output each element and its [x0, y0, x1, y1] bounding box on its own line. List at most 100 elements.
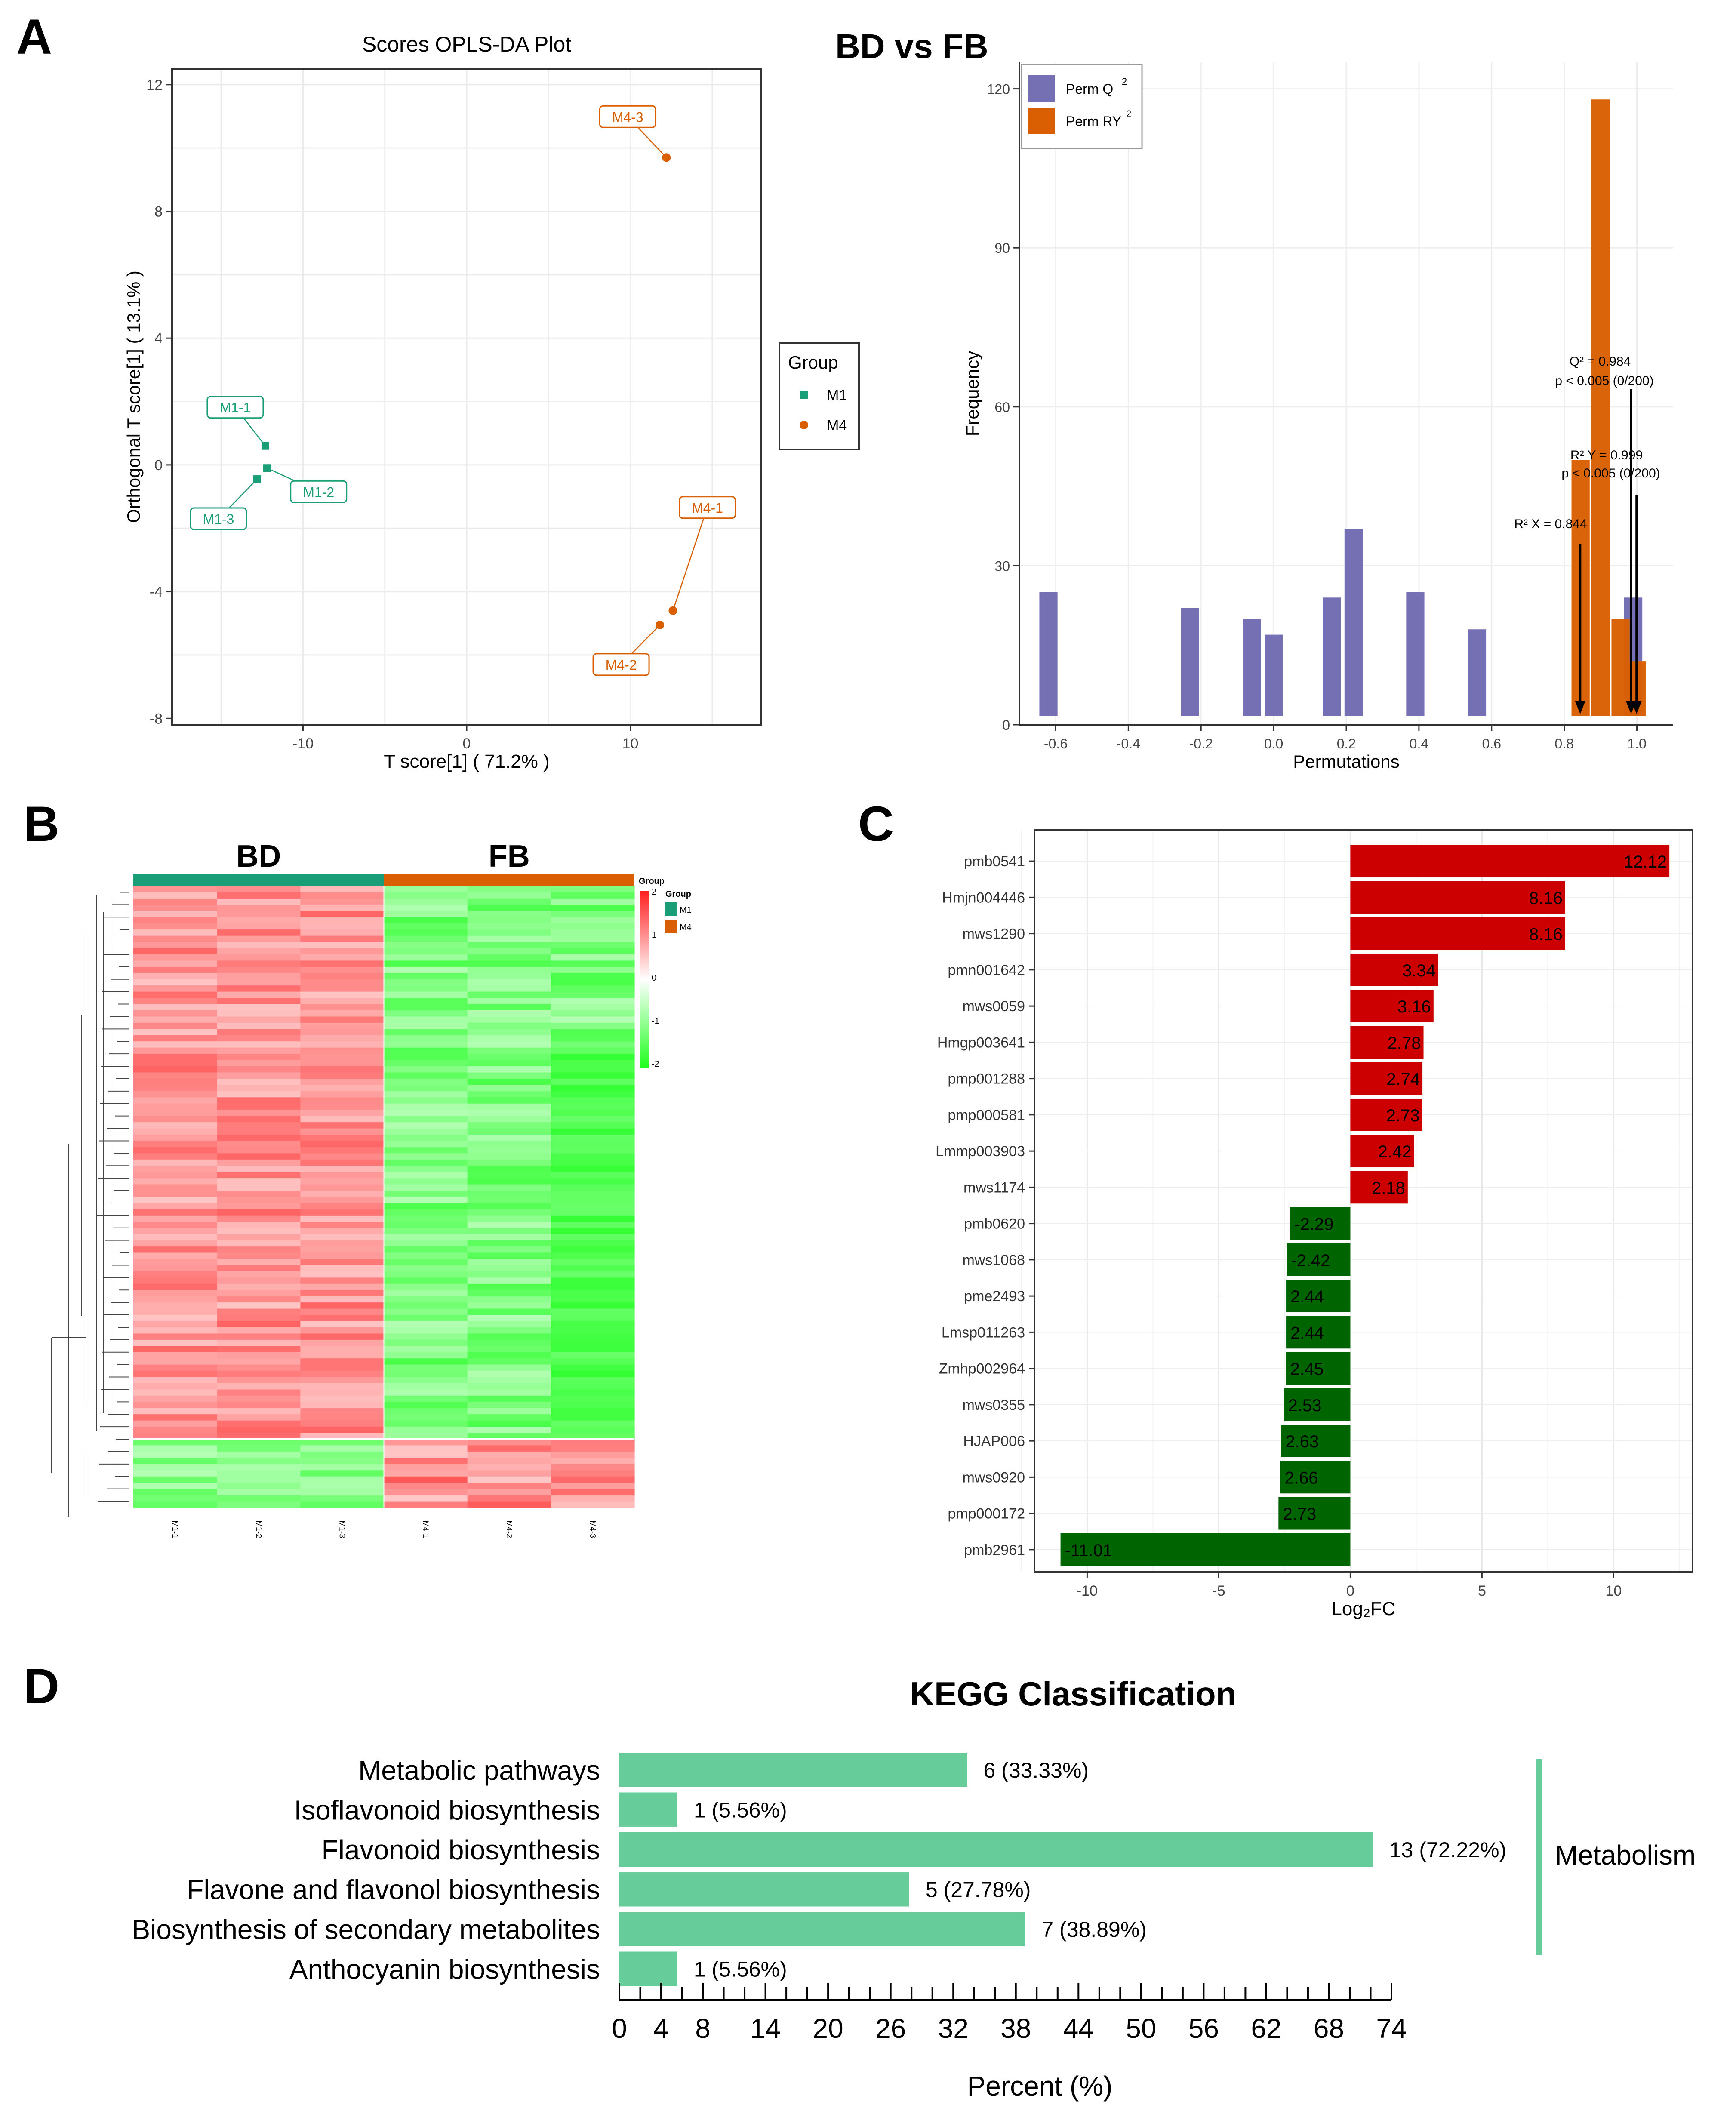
heatmap-cell — [217, 1072, 301, 1079]
log2fc-value-label: 2.73 — [1386, 1106, 1420, 1125]
heatmap-cell — [133, 1283, 217, 1290]
y-tick-label: 8 — [154, 204, 163, 220]
perm-bar-q2 — [1265, 634, 1283, 716]
heatmap-cell — [217, 1483, 301, 1489]
heatmap-cell — [133, 1085, 217, 1092]
heatmap-cell — [467, 1159, 551, 1166]
heatmap-cell — [133, 1489, 217, 1496]
heatmap-cell — [217, 1184, 301, 1191]
heatmap-cell — [133, 935, 217, 942]
log2fc-category-label: mws0059 — [962, 998, 1025, 1015]
heatmap-cell — [384, 1159, 468, 1166]
heatmap-cell — [300, 1135, 385, 1142]
log2fc-bar-HJAP006 — [1281, 1425, 1351, 1458]
log2fc-bar-mws0355 — [1284, 1388, 1351, 1421]
point-label-box — [599, 105, 656, 128]
heatmap-cell — [467, 1191, 551, 1197]
heatmap-cell — [133, 1016, 217, 1023]
heatmap-cell — [384, 960, 468, 967]
heatmap-cell — [384, 1228, 468, 1234]
heatmap-cell — [467, 954, 551, 961]
panel-label-d: D — [24, 1659, 59, 1714]
panel-label-a: A — [16, 9, 52, 65]
log2fc-value-label: 2.18 — [1372, 1179, 1405, 1197]
heatmap-cell — [300, 905, 385, 911]
heatmap-cell — [217, 892, 301, 899]
heatmap-cell — [467, 1222, 551, 1228]
heatmap-cell — [467, 1327, 551, 1334]
heatmap-cell — [467, 1389, 551, 1396]
heatmap-cell — [551, 1047, 635, 1054]
heatmap-cell — [217, 886, 301, 893]
heatmap-cell — [133, 1091, 217, 1098]
perm-xlabel: Permutations — [1293, 751, 1399, 772]
heatmap-cell — [300, 1122, 385, 1129]
heatmap-cell — [133, 917, 217, 924]
point-label-box — [592, 653, 650, 676]
log2fc-category-label: mws1068 — [962, 1252, 1025, 1268]
kegg-value-label: 1 (5.56%) — [694, 1957, 787, 1982]
heatmap-cell — [133, 1159, 217, 1166]
heatmap-cell — [133, 1222, 217, 1228]
point-M1-1 — [261, 442, 269, 450]
heatmap-cell — [300, 1215, 385, 1222]
heatmap-cell — [217, 1191, 301, 1197]
heatmap-cell — [551, 1153, 635, 1160]
heatmap-scale-tick: 0 — [652, 973, 656, 983]
heatmap-cell — [467, 1271, 551, 1278]
heatmap-cell — [467, 966, 551, 973]
log2fc-category-label: mws0920 — [962, 1469, 1025, 1486]
heatmap-cell — [133, 1433, 217, 1440]
heatmap-cell — [384, 935, 468, 942]
heatmap-cell — [384, 1041, 468, 1048]
log2fc-bar-pmp001288 — [1350, 1062, 1423, 1095]
heatmap-cell — [300, 917, 385, 924]
point-label-box — [190, 507, 247, 530]
heatmap-cell — [300, 1464, 385, 1471]
heatmap-cell — [217, 1302, 301, 1309]
heatmap-cell — [300, 1197, 385, 1203]
heatmap-cell — [133, 1308, 217, 1315]
heatmap-cell — [467, 1128, 551, 1135]
x-tick-label: -0.4 — [1117, 736, 1140, 751]
heatmap-cell — [384, 1252, 468, 1259]
heatmap-cell — [384, 1222, 468, 1228]
kegg-category-label: Isoflavonoid biosynthesis — [294, 1795, 600, 1826]
heatmap-cell — [133, 1103, 217, 1110]
heatmap-cell — [217, 1178, 301, 1185]
perm-arrowhead — [1631, 701, 1642, 714]
legend-label-M1: M1 — [827, 387, 847, 403]
heatmap-cell — [384, 1414, 468, 1421]
heatmap-cell — [384, 1271, 468, 1278]
heatmap-cell — [384, 1240, 468, 1247]
heatmap-cell — [467, 1054, 551, 1061]
log2fc-bar-pmp000581 — [1350, 1098, 1422, 1131]
log2fc-bar-mws1290 — [1350, 917, 1565, 950]
heatmap-cell — [300, 1234, 385, 1241]
heatmap-cell — [384, 1464, 468, 1471]
heatmap-cell — [384, 1389, 468, 1396]
heatmap-cell — [300, 1054, 385, 1061]
heatmap-cell — [217, 1172, 301, 1179]
x-tick-label: 38 — [1000, 2013, 1031, 2044]
heatmap-cell — [300, 973, 385, 980]
heatmap-cell — [551, 1166, 635, 1172]
heatmap-cell — [133, 1402, 217, 1409]
log2fc-value-label: 2.74 — [1386, 1070, 1420, 1089]
heatmap-cell — [467, 1022, 551, 1029]
heatmap-cell — [551, 1265, 635, 1272]
heatmap-cell — [467, 1439, 551, 1446]
heatmap-cell — [300, 1327, 385, 1334]
heatmap-cell — [551, 960, 635, 967]
point-M4-2 — [656, 620, 665, 629]
heatmap-cell — [300, 1408, 385, 1415]
perm-legend-sup: 2 — [1126, 108, 1131, 119]
heatmap-cell — [217, 1166, 301, 1172]
heatmap-cell — [300, 1259, 385, 1266]
y-tick-label: 90 — [994, 240, 1010, 256]
heatmap-cell — [551, 1252, 635, 1259]
heatmap-cell — [300, 1035, 385, 1042]
heatmap-cell — [217, 935, 301, 942]
heatmap-cell — [467, 1358, 551, 1365]
y-tick-label: -8 — [150, 711, 163, 727]
